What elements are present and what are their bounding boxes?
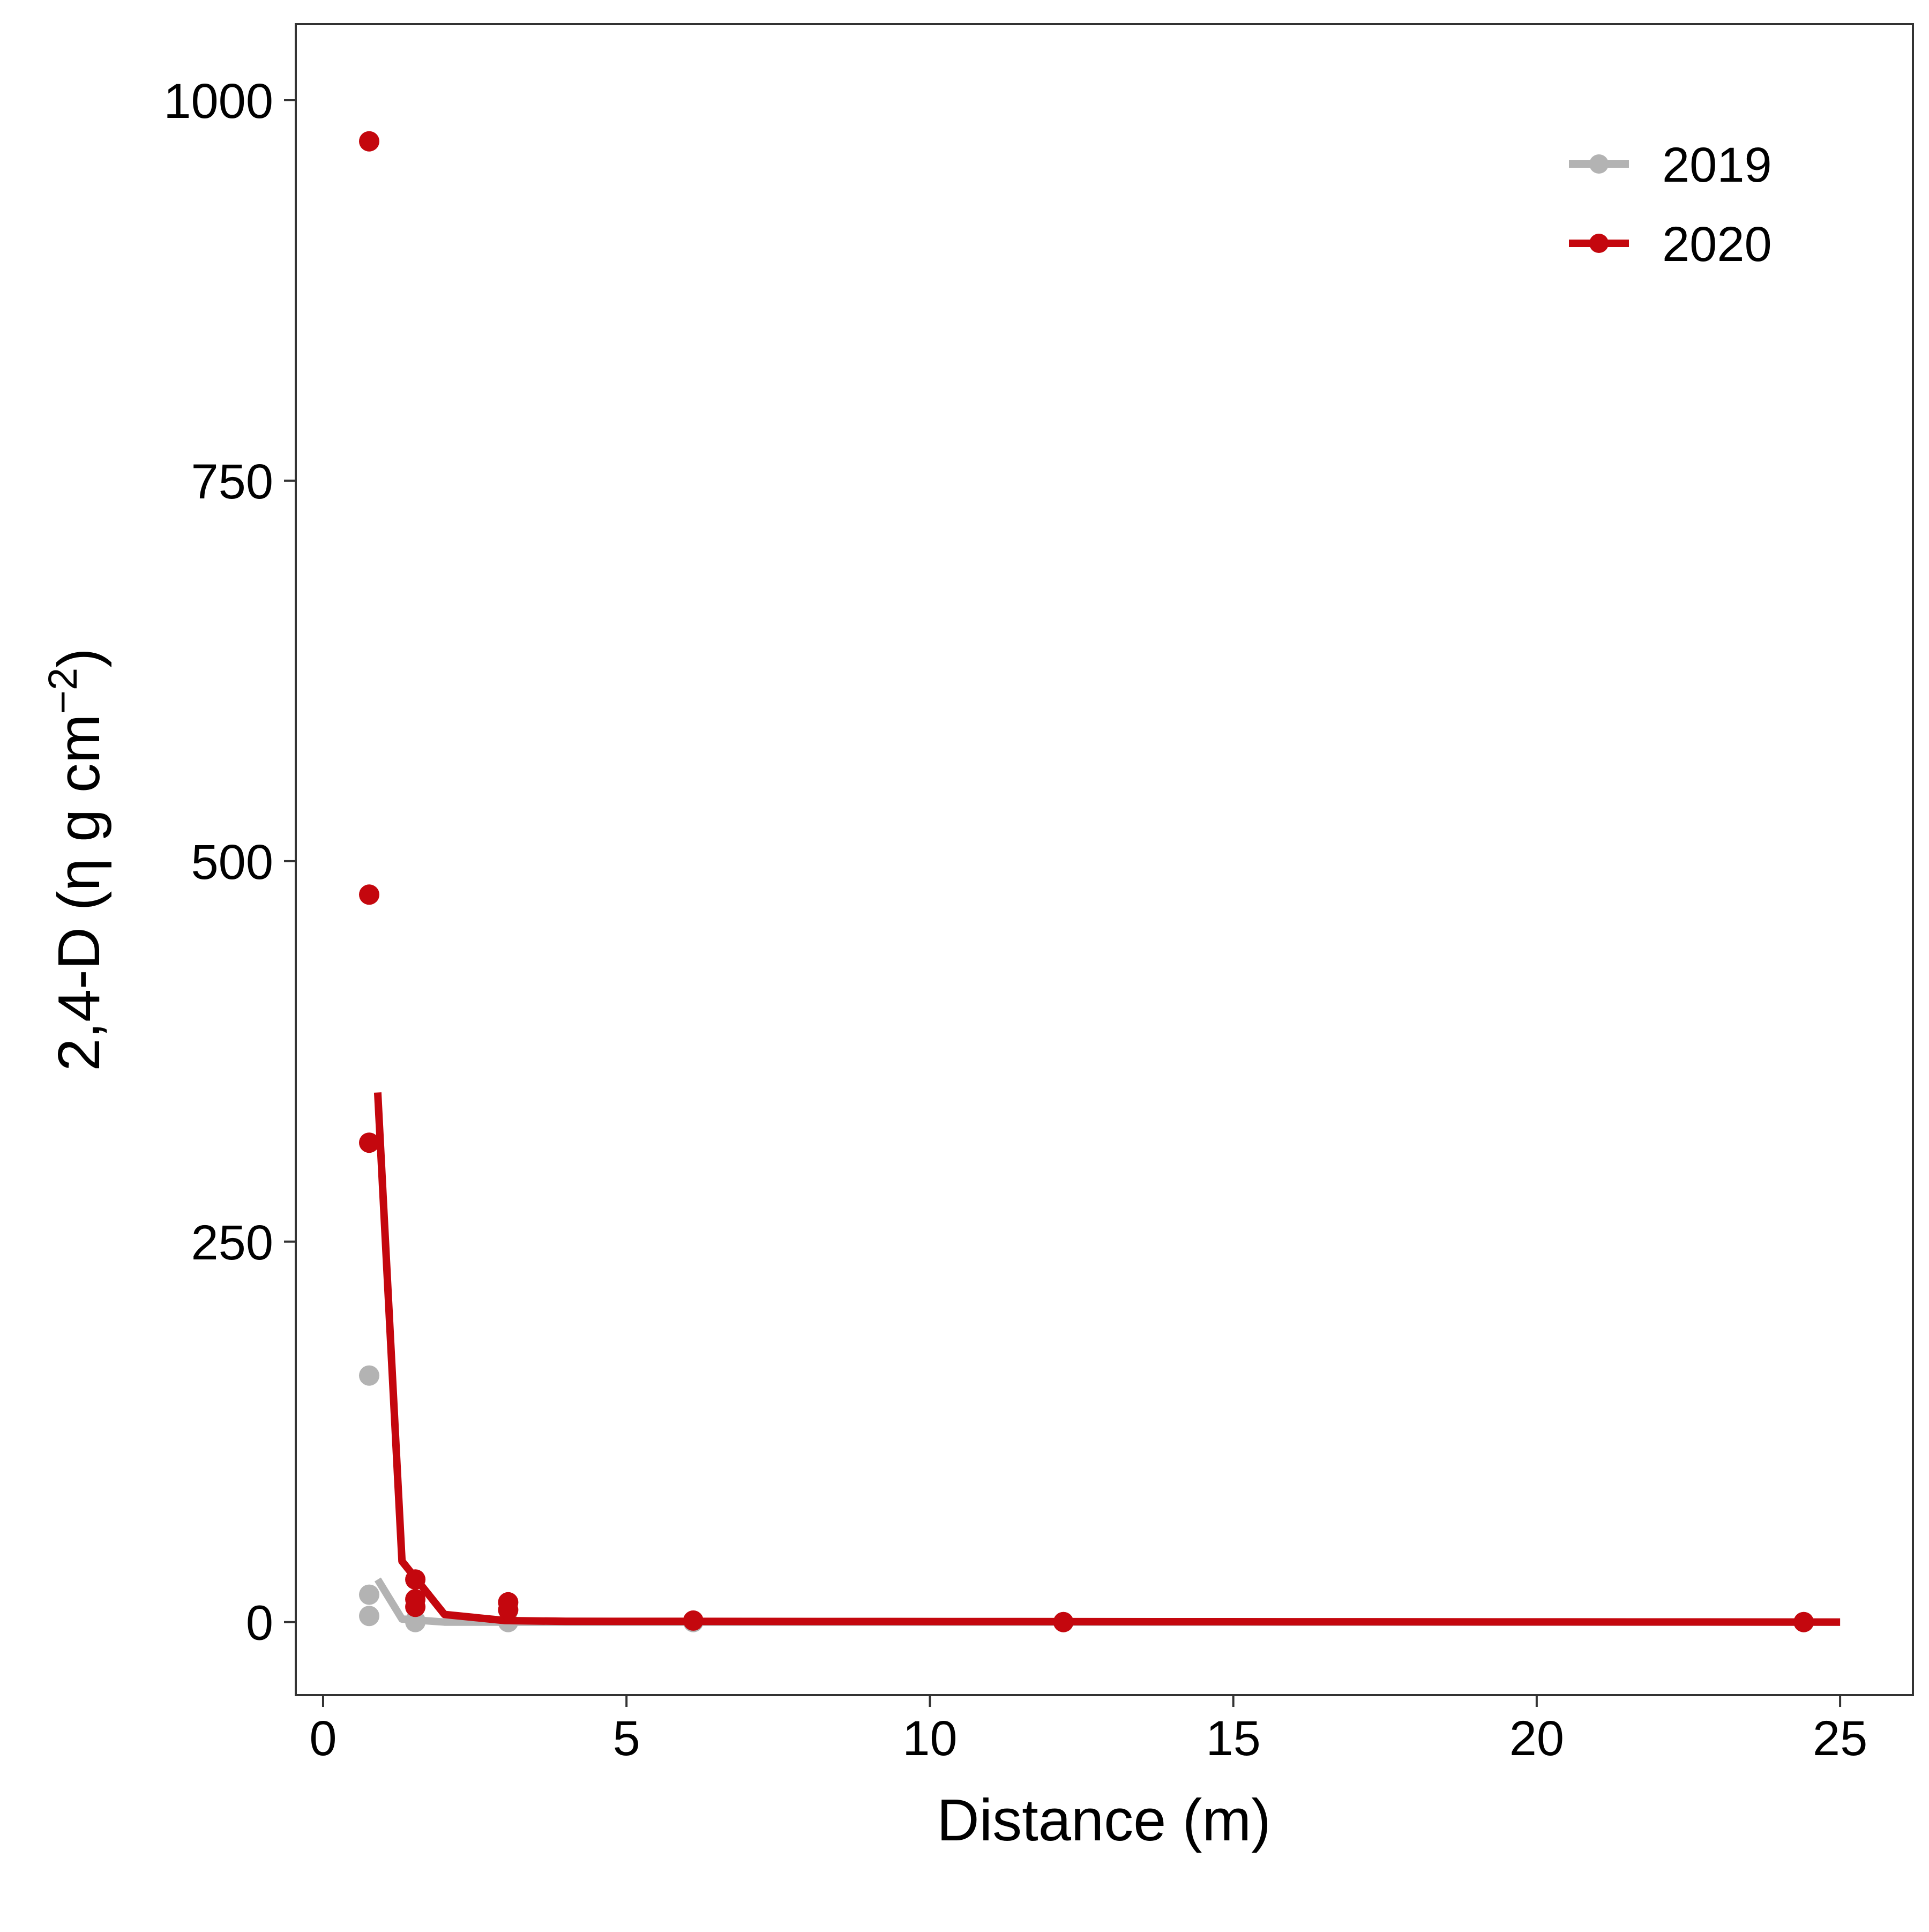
y-tick-label-500: 500 — [191, 835, 274, 890]
y-axis: 0 250 500 750 1000 — [163, 74, 296, 1651]
y-axis-title-superscript: −2 — [40, 668, 86, 714]
data-point-2020-3 — [405, 1569, 426, 1590]
data-point-2020-1 — [359, 884, 379, 905]
data-point-2019-1 — [359, 1584, 379, 1605]
series-2020 — [359, 131, 1841, 1632]
y-tick-label-250: 250 — [191, 1215, 274, 1270]
fit-line-2020 — [373, 1092, 1841, 1626]
data-point-2020-9 — [1053, 1612, 1074, 1632]
x-tick-label-20: 20 — [1509, 1711, 1564, 1766]
data-point-2019-0 — [359, 1365, 379, 1386]
legend-item-2019: 2019 — [1569, 138, 1772, 192]
y-axis-title: 2,4-D (η g cm−2) — [40, 648, 112, 1071]
legend-label-2019: 2019 — [1662, 138, 1772, 192]
data-point-2020-2 — [359, 1132, 379, 1153]
data-point-2019-4 — [405, 1612, 426, 1632]
data-point-2020-8 — [683, 1610, 704, 1631]
x-axis-title: Distance (m) — [937, 1787, 1270, 1853]
legend-key-point-2020 — [1589, 234, 1609, 253]
y-tick-label-1000: 1000 — [163, 74, 273, 129]
x-tick-label-25: 25 — [1813, 1711, 1867, 1766]
x-tick-label-15: 15 — [1206, 1711, 1260, 1766]
x-axis: 0 5 10 15 20 25 — [309, 1695, 1867, 1766]
y-tick-label-0: 0 — [246, 1596, 273, 1651]
data-point-2020-5 — [405, 1597, 426, 1617]
x-tick-label-0: 0 — [309, 1711, 337, 1766]
y-tick-label-750: 750 — [191, 454, 274, 509]
legend-key-point-2019 — [1589, 154, 1609, 174]
legend: 2019 2020 — [1569, 138, 1772, 272]
y-axis-title-main: 2,4-D (η g cm — [46, 714, 112, 1071]
x-tick-label-10: 10 — [902, 1711, 957, 1766]
legend-label-2020: 2020 — [1662, 217, 1772, 272]
data-point-2020-10 — [1793, 1612, 1814, 1632]
data-point-2019-2 — [359, 1606, 379, 1627]
plot-panel-border — [295, 23, 1914, 1696]
y-axis-title-close: ) — [46, 648, 112, 668]
data-point-2020-0 — [359, 131, 379, 152]
legend-item-2020: 2020 — [1569, 217, 1772, 272]
data-point-2020-7 — [498, 1600, 519, 1620]
series-layer — [359, 131, 1841, 1632]
x-tick-label-5: 5 — [613, 1711, 640, 1766]
